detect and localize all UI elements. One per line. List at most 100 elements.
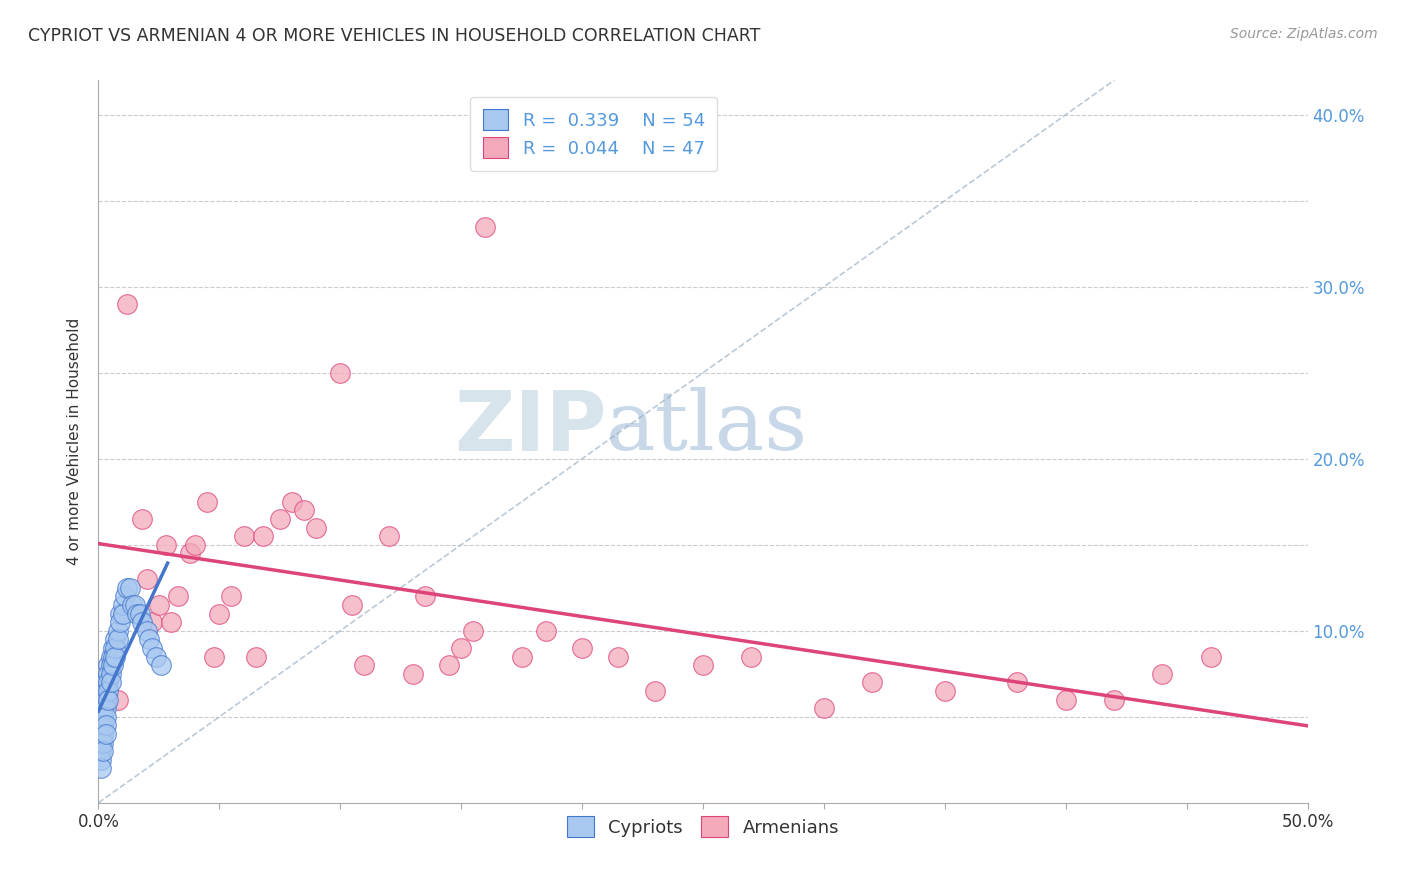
Point <box>813 701 835 715</box>
Point <box>131 512 153 526</box>
Point <box>107 624 129 638</box>
Point <box>138 632 160 647</box>
Point <box>1007 675 1029 690</box>
Point <box>135 624 157 638</box>
Point <box>90 744 112 758</box>
Point <box>150 658 173 673</box>
Point <box>107 692 129 706</box>
Point <box>100 658 122 673</box>
Point <box>91 701 114 715</box>
Point <box>510 649 533 664</box>
Point <box>114 590 136 604</box>
Point <box>91 718 114 732</box>
Point <box>111 598 134 612</box>
Point <box>692 658 714 673</box>
Text: CYPRIOT VS ARMENIAN 4 OR MORE VEHICLES IN HOUSEHOLD CORRELATION CHART: CYPRIOT VS ARMENIAN 4 OR MORE VEHICLES I… <box>28 27 761 45</box>
Point <box>1054 692 1077 706</box>
Point <box>90 735 112 749</box>
Legend: Cypriots, Armenians: Cypriots, Armenians <box>560 809 846 845</box>
Point <box>91 692 114 706</box>
Point <box>305 520 328 534</box>
Point <box>413 590 436 604</box>
Point <box>104 649 127 664</box>
Point <box>1199 649 1222 664</box>
Point <box>97 684 120 698</box>
Point <box>353 658 375 673</box>
Point <box>208 607 231 621</box>
Point <box>108 607 131 621</box>
Text: atlas: atlas <box>606 387 808 467</box>
Point <box>437 658 460 673</box>
Point <box>108 615 131 630</box>
Point <box>1152 666 1174 681</box>
Point <box>450 640 472 655</box>
Point <box>111 607 134 621</box>
Point <box>100 649 122 664</box>
Point <box>269 512 291 526</box>
Point <box>534 624 557 638</box>
Point <box>571 640 593 655</box>
Point <box>252 529 274 543</box>
Point <box>107 632 129 647</box>
Point <box>141 640 163 655</box>
Point <box>128 607 150 621</box>
Point <box>160 615 183 630</box>
Point <box>90 718 112 732</box>
Point <box>740 649 762 664</box>
Point <box>97 666 120 681</box>
Point <box>377 529 399 543</box>
Point <box>94 718 117 732</box>
Point <box>97 675 120 690</box>
Point <box>104 640 127 655</box>
Point <box>100 675 122 690</box>
Point <box>101 640 124 655</box>
Point <box>117 297 139 311</box>
Point <box>232 529 254 543</box>
Point <box>934 684 956 698</box>
Point <box>127 607 149 621</box>
Point <box>94 675 117 690</box>
Point <box>94 684 117 698</box>
Point <box>281 494 304 508</box>
Point <box>135 572 157 586</box>
Point <box>607 649 630 664</box>
Point <box>1102 692 1125 706</box>
Text: ZIP: ZIP <box>454 386 606 467</box>
Point <box>91 710 114 724</box>
Point <box>167 590 190 604</box>
Point <box>204 649 226 664</box>
Point <box>117 581 139 595</box>
Point <box>90 753 112 767</box>
Point <box>644 684 666 698</box>
Point <box>100 666 122 681</box>
Point <box>184 538 207 552</box>
Point <box>292 503 315 517</box>
Point <box>91 727 114 741</box>
Point <box>860 675 883 690</box>
Point <box>402 666 425 681</box>
Point <box>179 546 201 560</box>
Point <box>90 761 112 775</box>
Point <box>155 538 177 552</box>
Point <box>148 598 170 612</box>
Point <box>474 219 496 234</box>
Point <box>94 727 117 741</box>
Point <box>124 598 146 612</box>
Point <box>91 735 114 749</box>
Point <box>101 658 124 673</box>
Point <box>118 581 141 595</box>
Y-axis label: 4 or more Vehicles in Household: 4 or more Vehicles in Household <box>67 318 83 566</box>
Point <box>342 598 364 612</box>
Point <box>131 615 153 630</box>
Point <box>141 615 163 630</box>
Point <box>90 727 112 741</box>
Point <box>97 692 120 706</box>
Text: Source: ZipAtlas.com: Source: ZipAtlas.com <box>1230 27 1378 41</box>
Point <box>329 366 352 380</box>
Point <box>245 649 267 664</box>
Point <box>104 632 127 647</box>
Point <box>463 624 485 638</box>
Point <box>121 598 143 612</box>
Point <box>94 701 117 715</box>
Point <box>195 494 218 508</box>
